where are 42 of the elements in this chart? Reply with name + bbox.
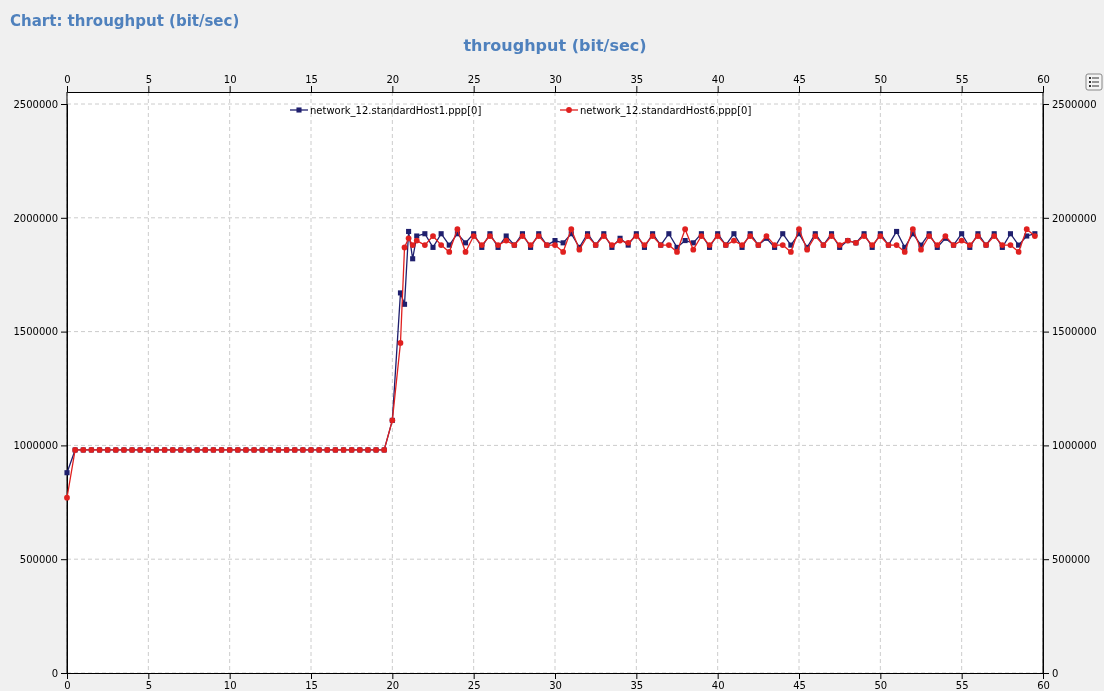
y-tick-label: 2000000: [13, 212, 58, 224]
x2-tick-label: 35: [630, 74, 644, 85]
y-tick-label: 500000: [19, 553, 58, 565]
chart-title: throughput (bit/sec): [463, 36, 647, 55]
x-tick-label: 45: [793, 680, 806, 691]
x-tick-label: 50: [874, 680, 888, 691]
x2-tick-label: 60: [1037, 74, 1050, 85]
x-tick-label: 10: [223, 680, 237, 691]
x-tick-label: 35: [630, 680, 644, 691]
x2-tick-label: 50: [874, 74, 888, 85]
x2-tick-label: 15: [305, 74, 318, 85]
x-tick-label: 15: [305, 680, 318, 691]
x-tick-label: 60: [1037, 680, 1050, 691]
x-tick-label: 0: [64, 680, 71, 691]
x-tick-label: 30: [549, 680, 562, 691]
x2-tick-label: 0: [64, 74, 71, 85]
x2-tick-label: 30: [549, 74, 562, 85]
legend-label: network_12.standardHost6.ppp[0]: [580, 105, 752, 117]
y2-tick-label: 500000: [1052, 553, 1091, 565]
x2-tick-label: 25: [467, 74, 481, 85]
x-tick-label: 55: [955, 680, 969, 691]
text: Chart: throughput (bit/sec): [10, 12, 240, 30]
x2-tick-label: 45: [793, 74, 806, 85]
x-tick-label: 5: [145, 680, 153, 691]
x2-tick-label: 10: [223, 74, 237, 85]
x2-tick-label: 5: [145, 74, 153, 85]
y-tick-label: 1500000: [13, 326, 58, 338]
y2-tick-label: 2500000: [1052, 98, 1097, 110]
y2-tick-label: 1500000: [1052, 326, 1097, 338]
x-tick-label: 20: [386, 680, 400, 691]
x-tick-label: 40: [711, 680, 725, 691]
legend-label: network_12.standardHost1.ppp[0]: [310, 105, 482, 117]
y2-tick-label: 0: [1052, 667, 1059, 679]
x-tick-label: 25: [467, 680, 481, 691]
y2-tick-label: 1000000: [1052, 440, 1097, 452]
y-tick-label: 1000000: [13, 440, 58, 452]
x2-tick-label: 55: [955, 74, 969, 85]
y-tick-label: 2500000: [13, 98, 58, 110]
y-tick-label: 0: [51, 667, 58, 679]
x2-tick-label: 40: [711, 74, 725, 85]
x2-tick-label: 20: [386, 74, 400, 85]
y2-tick-label: 2000000: [1052, 212, 1097, 224]
